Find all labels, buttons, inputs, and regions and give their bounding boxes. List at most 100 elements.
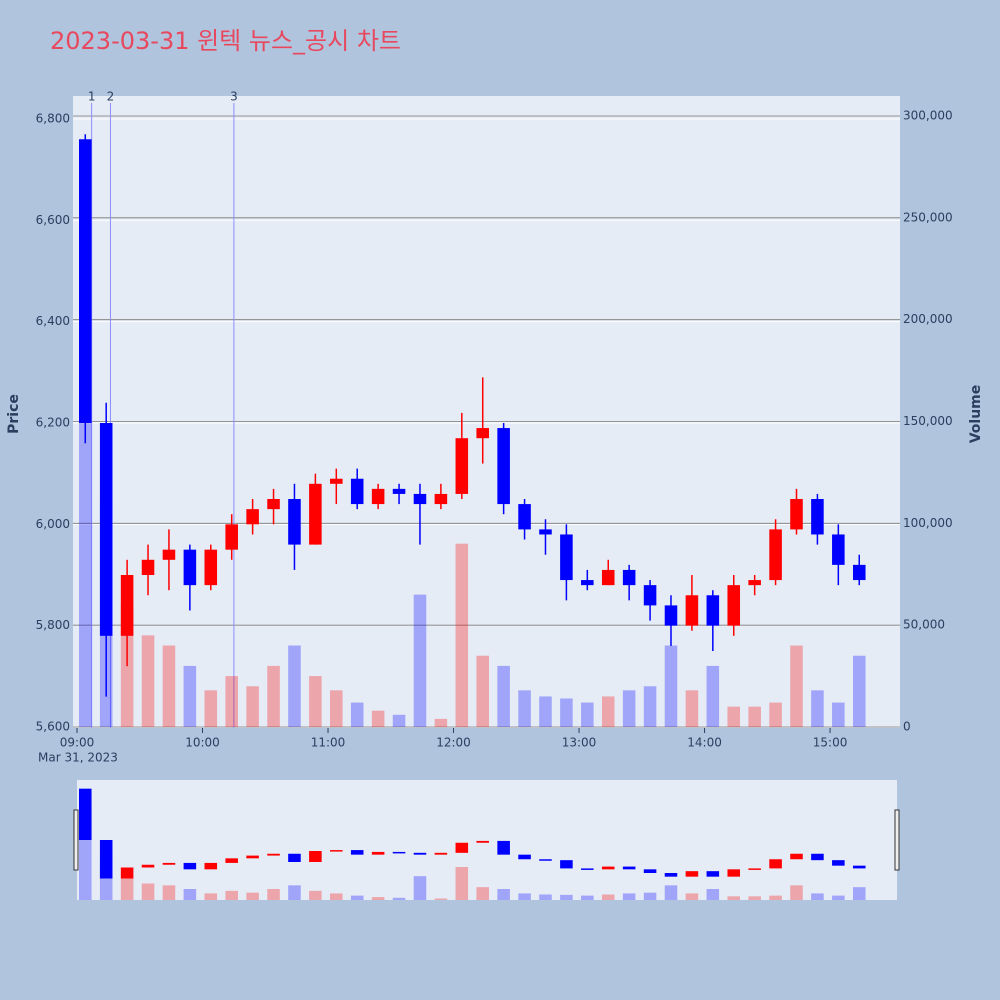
y-tick-label: 6,000 — [36, 517, 70, 531]
volume-bar — [246, 686, 259, 727]
mini-volume-bar — [371, 897, 385, 900]
candle-body — [664, 605, 678, 626]
candle-body — [309, 483, 322, 545]
candle-body — [811, 499, 824, 535]
candle-body — [99, 423, 113, 636]
candle-body — [622, 569, 636, 586]
mini-volume-bar — [183, 889, 197, 900]
volume-bar — [225, 676, 238, 727]
mini-candle — [685, 871, 699, 877]
mini-volume-bar — [539, 894, 552, 900]
candle-body — [392, 488, 406, 494]
candle-body — [518, 504, 531, 530]
candle-body — [685, 595, 699, 626]
volume-bar — [832, 702, 845, 727]
mini-volume-bar — [811, 893, 824, 900]
candle-body — [162, 549, 176, 560]
candle-body — [413, 493, 427, 505]
mini-candle — [811, 853, 824, 861]
volume-bar — [811, 690, 824, 727]
volume-bar — [350, 702, 364, 727]
slider-handle[interactable] — [73, 809, 79, 871]
volume-bar — [413, 594, 427, 727]
candle-body — [832, 534, 845, 565]
mini-candle — [225, 858, 238, 863]
y2-tick-label: 250,000 — [903, 210, 953, 224]
volume-bar — [852, 655, 866, 727]
candle-body — [852, 564, 866, 581]
mini-candle — [434, 852, 448, 855]
volume-bar — [601, 696, 615, 727]
volume-bar — [141, 635, 155, 727]
x-tick-label: 11:00 — [311, 736, 346, 750]
mini-candle — [267, 853, 280, 856]
mini-candle — [727, 869, 741, 877]
x-tick-label: 10:00 — [185, 736, 220, 750]
volume-bar — [476, 655, 489, 727]
y-tick-label: 5,800 — [36, 618, 70, 632]
range-slider[interactable] — [77, 780, 897, 900]
slider-handle[interactable] — [894, 809, 900, 871]
mini-volume-bar — [141, 883, 155, 900]
mini-volume-bar — [622, 893, 636, 900]
mini-volume-bar — [434, 898, 448, 900]
mini-volume-bar — [497, 889, 510, 900]
mini-volume-bar — [476, 887, 489, 900]
candle-body — [497, 428, 510, 505]
candle-body — [120, 575, 134, 636]
mini-volume-bar — [727, 896, 741, 900]
candle-body — [79, 139, 92, 423]
mini-candle — [643, 869, 657, 873]
y2-tick-label: 150,000 — [903, 414, 953, 428]
y-tick-label: 6,200 — [36, 416, 70, 430]
volume-bar — [769, 702, 782, 727]
candle-body — [183, 549, 197, 586]
y2-tick-label: 300,000 — [903, 109, 953, 123]
candle-body — [288, 499, 301, 545]
x-date-label: Mar 31, 2023 — [38, 751, 118, 765]
mini-candle — [622, 866, 636, 870]
candle-body — [350, 478, 364, 505]
mini-volume-bar — [643, 892, 657, 900]
candle-body — [330, 478, 343, 484]
mini-candle — [141, 864, 155, 868]
mini-volume-bar — [664, 885, 678, 900]
volume-bar — [727, 706, 741, 727]
candle-body — [225, 524, 238, 550]
candle-body — [706, 595, 720, 626]
mini-volume-bar — [392, 897, 406, 900]
volume-bar — [434, 718, 448, 727]
volume-bar — [560, 698, 573, 727]
volume-bar — [371, 710, 385, 727]
candle-body — [581, 580, 594, 586]
mini-volume-bar — [790, 885, 803, 900]
candle-body — [727, 585, 741, 626]
volume-bar — [748, 706, 761, 727]
mini-candle — [790, 853, 803, 860]
x-tick-label: 12:00 — [436, 736, 471, 750]
candle-body — [560, 534, 573, 581]
volume-bar — [162, 645, 176, 727]
mini-volume-bar — [413, 876, 427, 900]
mini-volume-bar — [581, 895, 594, 900]
mini-candle — [120, 867, 134, 879]
chart-title: 2023-03-31 윈텍 뉴스_공시 차트 — [50, 27, 401, 55]
candle-body — [748, 580, 761, 586]
candle-body — [371, 488, 385, 505]
volume-bar — [643, 686, 657, 727]
mini-volume-bar — [204, 893, 218, 900]
mini-volume-bar — [330, 893, 343, 900]
news-label: 3 — [230, 90, 238, 104]
volume-bar — [685, 690, 699, 727]
volume-bar — [664, 645, 678, 727]
mini-candle — [664, 873, 678, 877]
mini-volume-bar — [288, 885, 301, 900]
x-tick-label: 15:00 — [813, 736, 848, 750]
mini-volume-bar — [601, 894, 615, 900]
volume-bar — [790, 645, 803, 727]
mini-volume-bar — [832, 895, 845, 900]
mini-volume-bar — [852, 887, 866, 900]
mini-volume-bar — [518, 893, 531, 900]
mini-candle — [832, 860, 845, 866]
mini-candle — [769, 859, 782, 869]
